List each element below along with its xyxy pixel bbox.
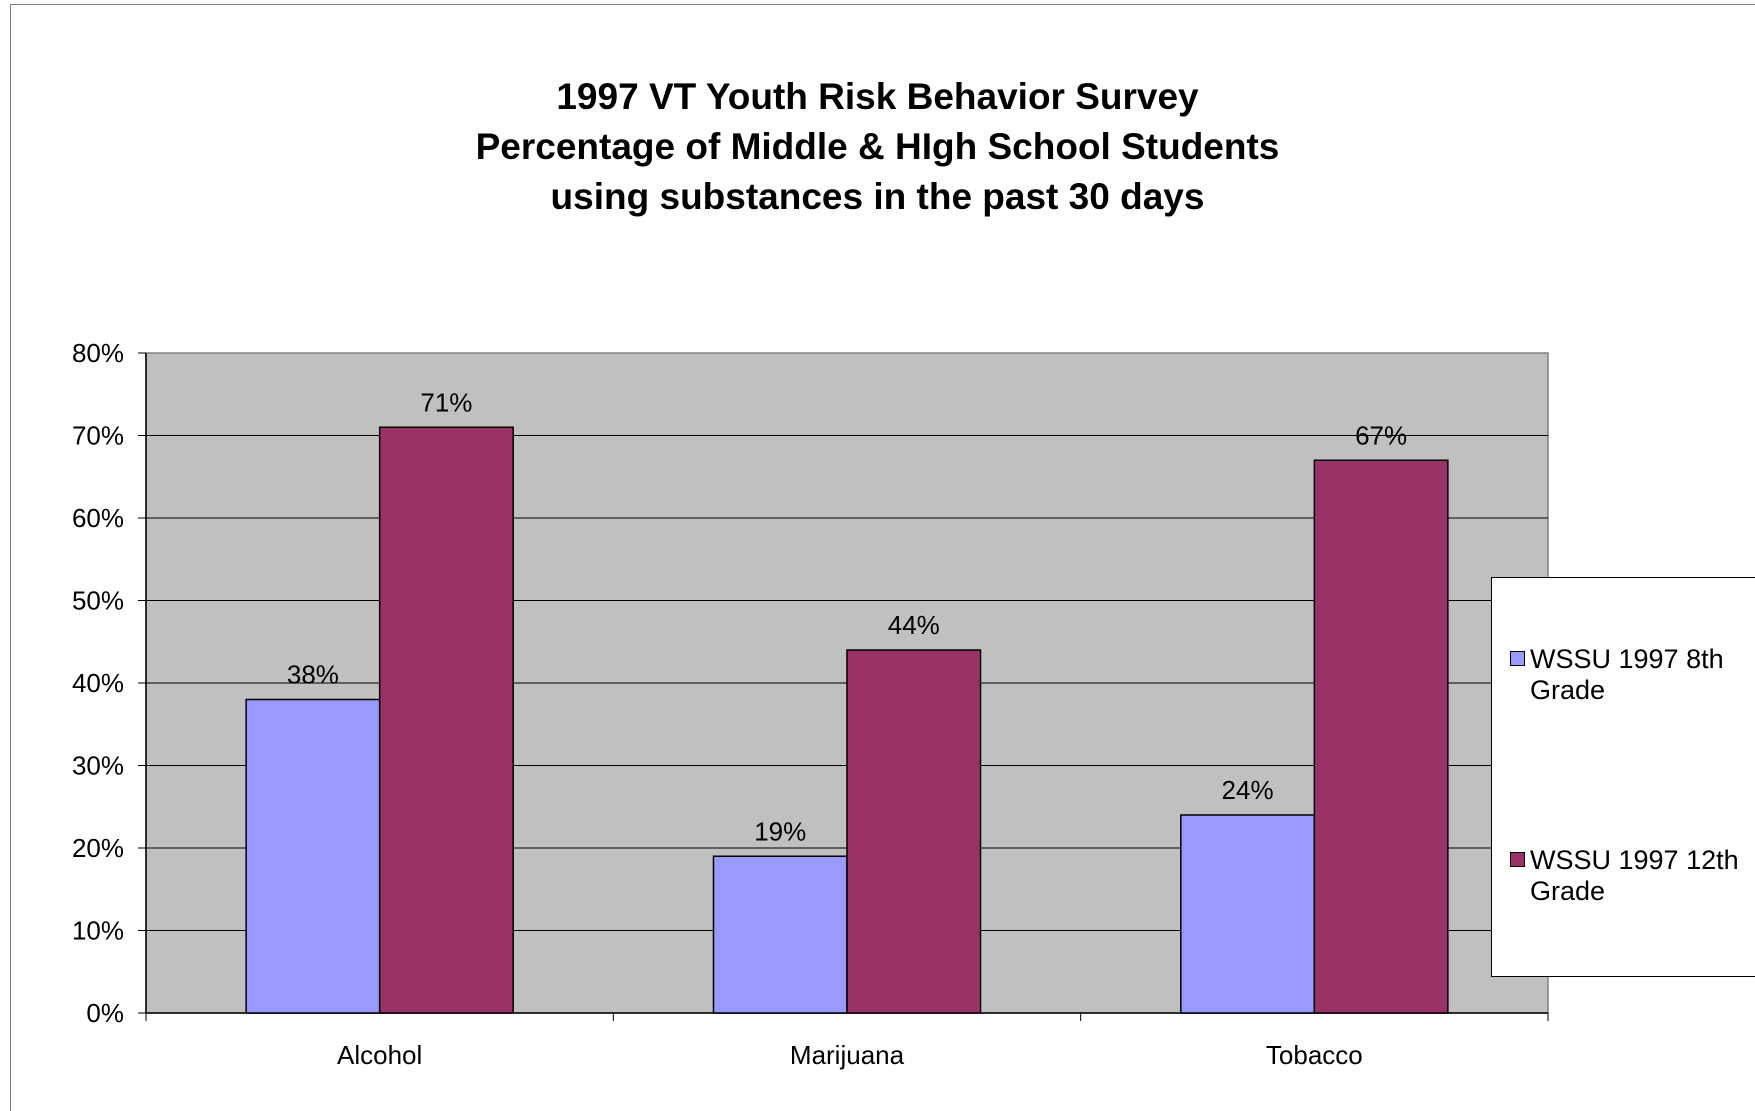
legend-swatch-8th-grade <box>1510 651 1525 666</box>
x-tick-label: Tobacco <box>1266 1040 1363 1070</box>
chart-title-line-1: 1997 VT Youth Risk Behavior Survey <box>556 76 1199 117</box>
y-tick-label: 40% <box>72 668 124 698</box>
bar <box>245 698 381 1014</box>
bar <box>1313 459 1449 1014</box>
chart-title-line-3: using substances in the past 30 days <box>550 176 1205 217</box>
data-label: 38% <box>287 660 339 690</box>
legend-item-12th-grade: WSSU 1997 12th Grade <box>1510 845 1755 907</box>
legend-label-12th-grade-line-1: WSSU 1997 12th <box>1530 845 1739 875</box>
y-tick-label: 10% <box>72 916 124 946</box>
bar <box>846 649 982 1014</box>
y-tick-label: 30% <box>72 751 124 781</box>
x-tick-label: Marijuana <box>790 1040 905 1070</box>
bar <box>378 426 514 1014</box>
legend: WSSU 1997 8th Grade WSSU 1997 12th Grade <box>1491 577 1755 977</box>
y-tick-label: 50% <box>72 586 124 616</box>
chart-title-line-2: Percentage of Middle & HIgh School Stude… <box>475 126 1280 167</box>
y-tick-label: 70% <box>72 421 124 451</box>
legend-label-8th-grade-line-1: WSSU 1997 8th <box>1530 644 1724 674</box>
bar <box>1180 814 1316 1014</box>
legend-item-8th-grade: WSSU 1997 8th Grade <box>1510 644 1755 706</box>
y-tick-label: 60% <box>72 503 124 533</box>
data-label: 24% <box>1222 775 1274 805</box>
y-tick-label: 80% <box>72 338 124 368</box>
data-label: 44% <box>888 610 940 640</box>
legend-label-8th-grade-line-2: Grade <box>1530 675 1606 705</box>
data-label: 71% <box>420 387 472 417</box>
x-tick-label: Alcohol <box>337 1040 422 1070</box>
data-label: 19% <box>754 816 806 846</box>
y-tick-label: 20% <box>72 833 124 863</box>
bar <box>712 855 848 1014</box>
legend-swatch-12th-grade <box>1510 852 1525 867</box>
y-tick-label: 0% <box>86 998 124 1028</box>
legend-label-12th-grade-line-2: Grade <box>1530 876 1606 906</box>
data-label: 67% <box>1355 420 1407 450</box>
